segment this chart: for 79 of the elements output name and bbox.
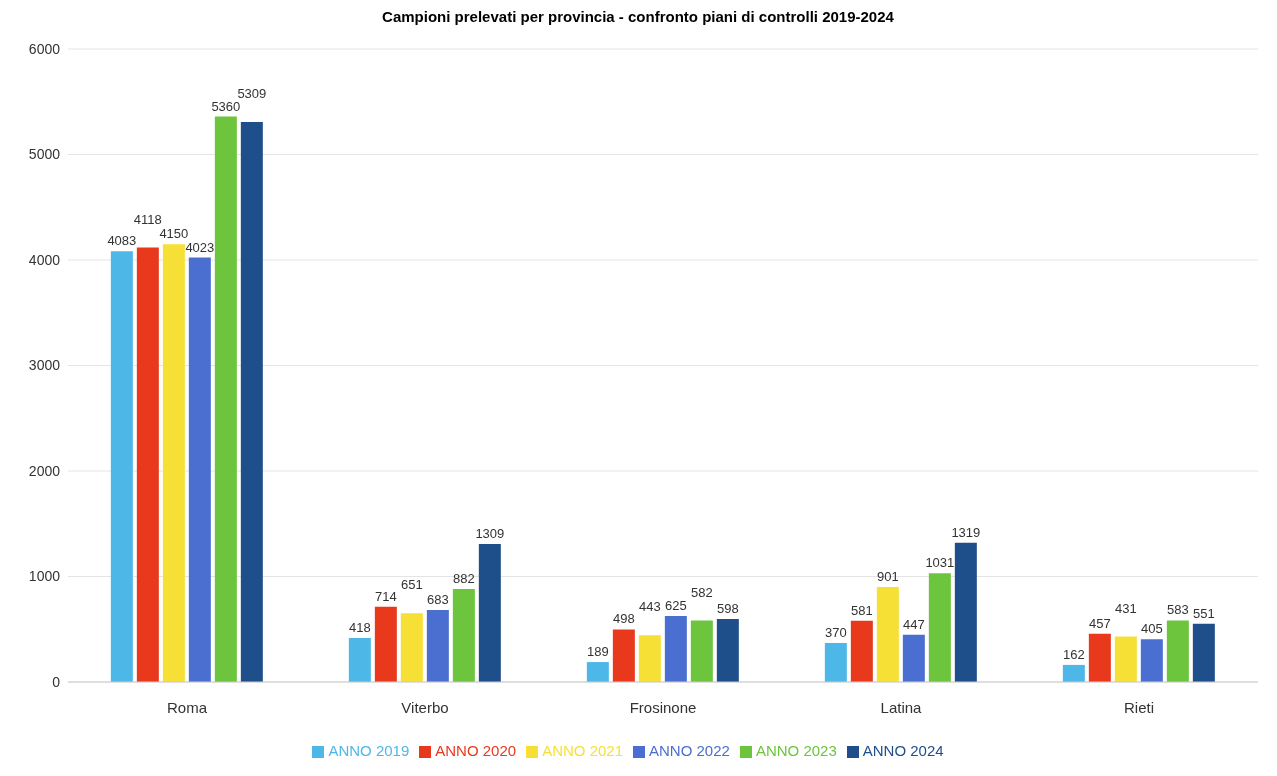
data-label: 189 bbox=[586, 644, 609, 660]
data-label: 443 bbox=[638, 599, 661, 615]
bar bbox=[690, 620, 713, 682]
bar bbox=[426, 609, 449, 682]
bar bbox=[240, 121, 263, 682]
bar bbox=[374, 606, 397, 682]
y-tick-label: 3000 bbox=[28, 357, 61, 374]
bar bbox=[452, 588, 475, 682]
data-label: 5360 bbox=[211, 98, 241, 114]
bar bbox=[612, 629, 635, 682]
x-tick-label: Roma bbox=[166, 698, 208, 716]
data-label: 1031 bbox=[925, 555, 955, 571]
data-label: 4023 bbox=[185, 239, 215, 255]
bar bbox=[586, 662, 609, 682]
bar bbox=[850, 620, 873, 682]
data-label: 431 bbox=[1114, 600, 1137, 616]
bar bbox=[664, 616, 687, 682]
data-label: 651 bbox=[400, 577, 423, 593]
bar bbox=[162, 244, 185, 682]
data-label: 4083 bbox=[107, 233, 137, 249]
data-label: 162 bbox=[1062, 646, 1085, 662]
bar bbox=[136, 247, 159, 682]
legend-label: ANNO 2023 bbox=[755, 742, 837, 759]
data-label: 5309 bbox=[237, 85, 267, 101]
legend-label: ANNO 2022 bbox=[649, 742, 730, 759]
data-label: 457 bbox=[1088, 615, 1111, 631]
bar bbox=[716, 618, 739, 682]
data-label: 625 bbox=[664, 598, 687, 614]
bar bbox=[1140, 639, 1163, 682]
data-label: 582 bbox=[690, 584, 713, 600]
data-label: 418 bbox=[348, 619, 371, 635]
bar bbox=[928, 573, 951, 682]
bar bbox=[478, 543, 501, 682]
bar bbox=[954, 542, 977, 682]
data-label: 4150 bbox=[159, 226, 189, 242]
x-tick-label: Viterbo bbox=[401, 698, 449, 716]
bar bbox=[1166, 620, 1189, 682]
y-tick-label: 6000 bbox=[28, 40, 61, 57]
data-label: 882 bbox=[452, 570, 475, 586]
x-tick-label: Rieti bbox=[1123, 698, 1155, 716]
x-tick-label: Latina bbox=[880, 698, 923, 716]
bar bbox=[348, 637, 371, 682]
y-tick-label: 5000 bbox=[28, 146, 61, 163]
bar bbox=[1088, 633, 1111, 682]
bar bbox=[824, 642, 847, 682]
bar bbox=[1114, 636, 1137, 682]
data-label: 583 bbox=[1166, 602, 1189, 618]
y-tick-label: 2000 bbox=[28, 462, 61, 479]
y-tick-label: 0 bbox=[52, 673, 61, 690]
data-label: 1319 bbox=[951, 524, 981, 540]
bar bbox=[110, 251, 133, 682]
x-tick-label: Frosinone bbox=[629, 698, 697, 716]
bar bbox=[214, 116, 237, 682]
chart-title: Campioni prelevati per provincia - confronto piani di controlli 2019-2024 bbox=[381, 8, 895, 25]
legend-label: ANNO 2021 bbox=[542, 742, 623, 759]
data-label: 370 bbox=[824, 624, 847, 640]
bar bbox=[876, 586, 899, 682]
bar bbox=[1192, 623, 1215, 682]
y-tick-label: 4000 bbox=[28, 251, 61, 268]
legend-label: ANNO 2019 bbox=[328, 742, 410, 759]
data-label: 714 bbox=[374, 588, 397, 604]
y-tick-label: 1000 bbox=[28, 568, 61, 585]
data-label: 581 bbox=[850, 602, 873, 618]
bar bbox=[638, 635, 661, 682]
data-label: 498 bbox=[612, 611, 635, 627]
legend-label: ANNO 2020 bbox=[435, 742, 517, 759]
data-label: 405 bbox=[1140, 621, 1163, 637]
data-label: 4118 bbox=[133, 211, 162, 227]
data-label: 901 bbox=[876, 568, 899, 584]
bar bbox=[400, 613, 423, 682]
data-label: 683 bbox=[426, 591, 449, 607]
data-label: 447 bbox=[902, 616, 925, 632]
bar bbox=[902, 634, 925, 682]
legend-label: ANNO 2024 bbox=[862, 742, 944, 759]
data-label: 598 bbox=[716, 600, 739, 616]
data-label: 551 bbox=[1192, 605, 1215, 621]
data-label: 1309 bbox=[475, 525, 505, 541]
bar bbox=[1062, 664, 1085, 682]
bar bbox=[188, 257, 211, 682]
